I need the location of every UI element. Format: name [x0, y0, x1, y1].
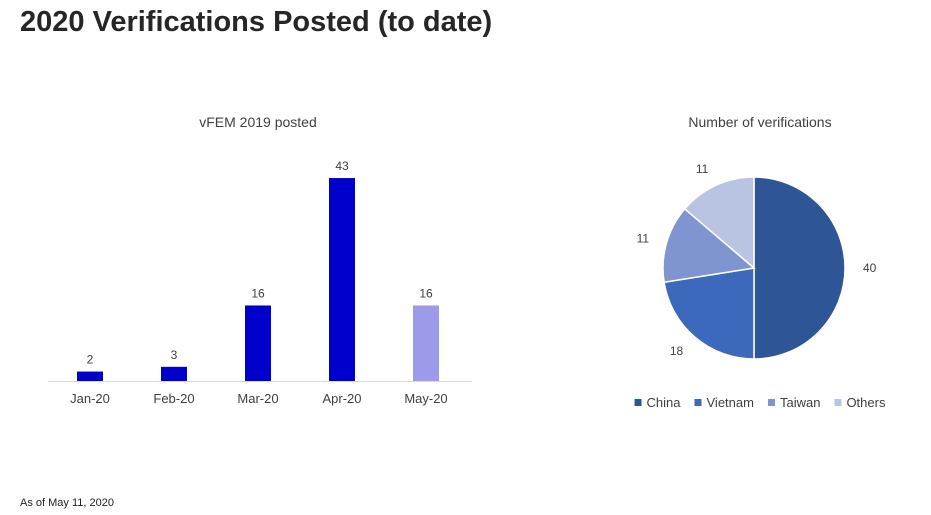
bar-data-label: 2 [87, 353, 94, 367]
bar-data-label: 3 [171, 348, 178, 362]
bar [161, 366, 187, 381]
bar-series: 2 Jan-20 3 Feb-20 16 Mar-20 43 Apr-20 16 May-20 [70, 159, 448, 406]
bar [413, 305, 439, 381]
bar-data-label: 16 [251, 286, 265, 300]
bar [77, 371, 103, 381]
bar-data-label: 43 [335, 159, 349, 173]
x-tick-label: Mar-20 [237, 391, 278, 406]
x-tick-label: May-20 [404, 391, 447, 406]
page-title: 2020 Verifications Posted (to date) [20, 6, 493, 38]
footnote: As of May 11, 2020 [20, 497, 114, 509]
bar-chart-title: vFEM 2019 posted [199, 114, 317, 130]
x-tick-label: Apr-20 [322, 391, 361, 406]
bar-data-label: 16 [419, 286, 433, 300]
x-tick-label: Jan-20 [70, 391, 110, 406]
bar [245, 305, 271, 381]
bar [329, 178, 355, 381]
x-tick-label: Feb-20 [153, 391, 194, 406]
